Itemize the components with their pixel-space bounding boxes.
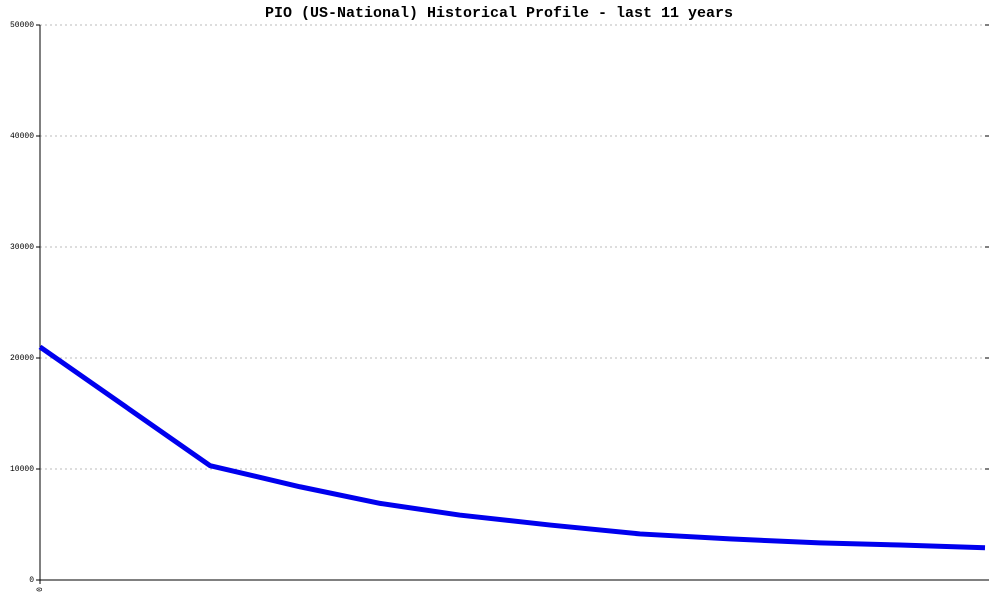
y-tick-label: 20000 <box>10 354 34 363</box>
y-tick-label: 0 <box>29 576 34 585</box>
y-tick-label: 40000 <box>10 132 34 141</box>
y-tick-label: 30000 <box>10 243 34 252</box>
line <box>38 344 986 551</box>
chart-title: PIO (US-National) Historical Profile - l… <box>265 5 733 22</box>
y-tick-label: 50000 <box>10 21 34 30</box>
y-tick-label: 10000 <box>10 465 34 474</box>
x-tick-label: 0 <box>36 587 45 592</box>
